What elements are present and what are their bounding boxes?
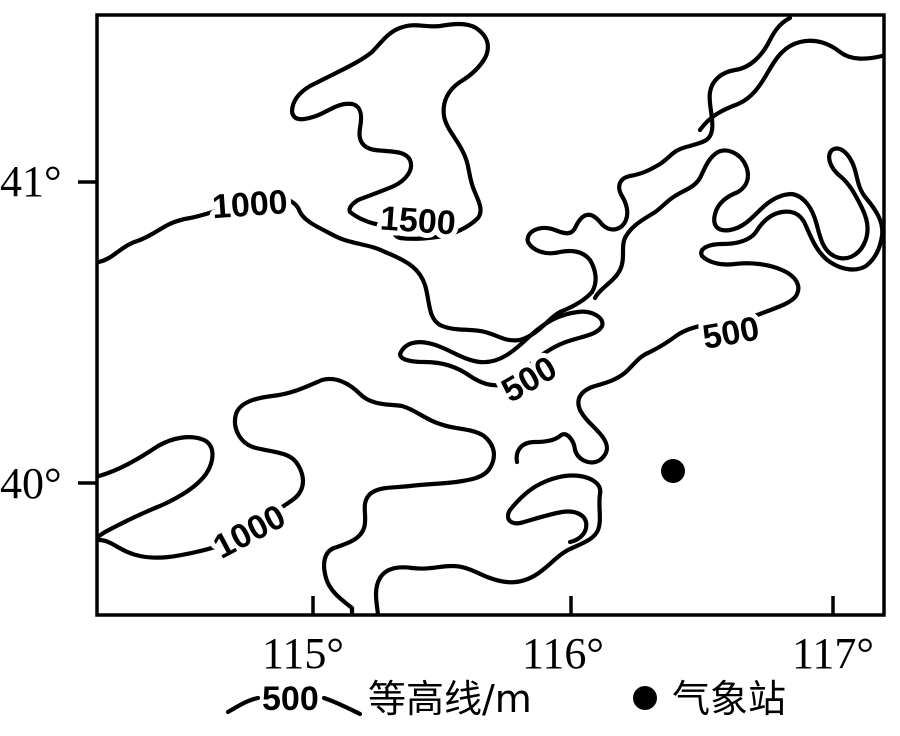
contour-label-1000-north: 1000 xyxy=(211,183,289,226)
legend-contour-label: 等高线/m xyxy=(368,677,532,721)
contour-label-1500: 1500 xyxy=(379,199,457,242)
contour-1000-north xyxy=(96,15,793,343)
map-frame xyxy=(95,13,886,617)
contour-1000-lower xyxy=(96,376,497,617)
contour-500-east xyxy=(514,146,885,465)
lon-label-117: 117° xyxy=(792,629,874,678)
contour-label-500-east: 500 xyxy=(700,310,762,357)
lon-label-115: 115° xyxy=(262,629,344,678)
weather-station-marker xyxy=(661,459,685,483)
legend-station-marker xyxy=(633,686,657,710)
contour-500-lower xyxy=(373,473,603,617)
legend-contour-sample: 500 xyxy=(262,680,319,718)
contour-lines xyxy=(96,15,885,617)
legend-station-label: 气象站 xyxy=(672,677,786,721)
legend-contour-left-stroke xyxy=(225,695,261,715)
legend: 500 等高线/m 气象站 xyxy=(225,677,786,721)
contour-1500 xyxy=(289,21,490,241)
legend-contour-right-stroke xyxy=(321,695,363,717)
contour-500-mid xyxy=(397,309,605,388)
lon-label-116: 116° xyxy=(522,629,604,678)
contour-1000-southwest xyxy=(96,435,215,539)
contour-500-ne xyxy=(697,38,885,133)
lat-label-40: 40° xyxy=(0,459,62,508)
lat-label-41: 41° xyxy=(0,157,62,206)
